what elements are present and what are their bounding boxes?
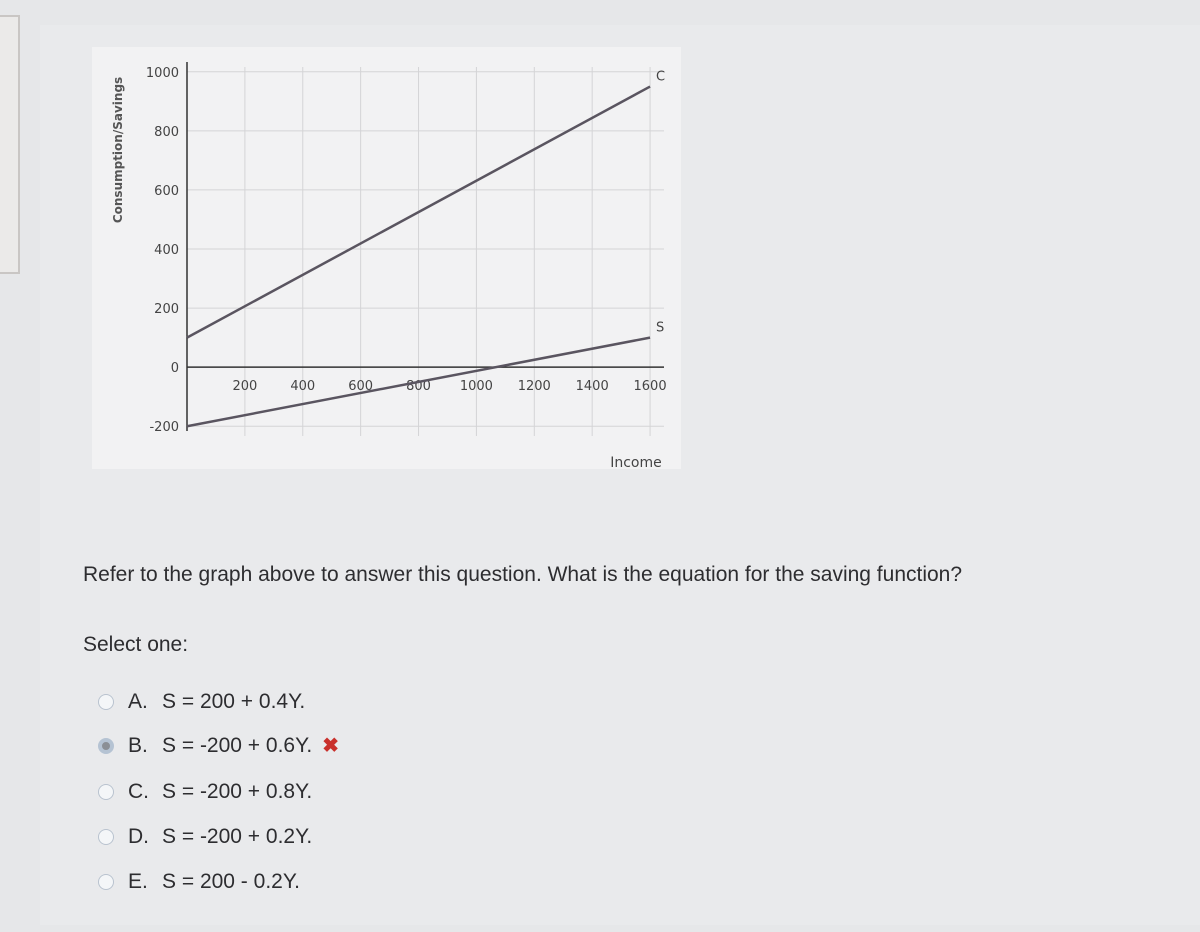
x-tick-label: 1200 xyxy=(518,379,551,394)
option[interactable]: C. S = -200 + 0.8Y. xyxy=(98,780,312,804)
option-text: S = 200 - 0.2Y. xyxy=(162,870,300,893)
chart-panel xyxy=(92,47,681,469)
x-tick-label: 1400 xyxy=(576,379,609,394)
y-tick-label: 200 xyxy=(154,302,179,317)
y-tick-label: 800 xyxy=(154,125,179,140)
option[interactable]: E. S = 200 - 0.2Y. xyxy=(98,870,300,894)
option-letter: A. xyxy=(128,690,148,713)
x-tick-label: 1000 xyxy=(460,379,493,394)
option-letter: E. xyxy=(128,870,148,893)
option[interactable]: A. S = 200 + 0.4Y. xyxy=(98,690,305,714)
option-letter: D. xyxy=(128,825,149,848)
y-tick-label: 0 xyxy=(171,361,179,376)
chart: Consumption/Savings Income 1000 800 600 400… xyxy=(92,47,681,471)
option[interactable]: D. S = -200 + 0.2Y. xyxy=(98,825,312,849)
series-line xyxy=(186,85,651,339)
option[interactable]: B. S = -200 + 0.6Y. ✖ xyxy=(98,733,339,758)
radio-button[interactable] xyxy=(98,737,114,754)
select-prompt: Select one: xyxy=(83,633,189,656)
series-label: S xyxy=(656,321,664,336)
option-text: S = -200 + 0.2Y. xyxy=(162,825,313,848)
series-label: C xyxy=(656,70,665,85)
y-tick-label: 600 xyxy=(154,184,179,199)
question-text: Refer to the graph above to answer this … xyxy=(83,563,963,586)
option-letter: B. xyxy=(128,733,148,757)
option-text: S = 200 + 0.4Y. xyxy=(162,690,306,713)
y-tick-label: -200 xyxy=(149,420,179,435)
option-text: S = -200 + 0.8Y. xyxy=(162,780,313,803)
series-line xyxy=(186,336,651,428)
x-tick-label: 1600 xyxy=(634,379,667,394)
y-tick-label: 1000 xyxy=(146,66,179,81)
radio-button[interactable] xyxy=(98,784,114,800)
side-tab xyxy=(0,15,20,274)
x-tick-label: 400 xyxy=(290,379,315,394)
x-tick-label: 600 xyxy=(348,379,373,394)
incorrect-icon: ✖ xyxy=(322,735,339,757)
option-letter: C. xyxy=(128,780,149,803)
radio-button[interactable] xyxy=(98,829,114,845)
x-axis-label: Income xyxy=(610,455,662,471)
x-tick-label: 200 xyxy=(232,379,257,394)
y-axis-label: Consumption/Savings xyxy=(111,77,125,223)
y-tick-label: 400 xyxy=(154,243,179,258)
radio-button[interactable] xyxy=(98,694,114,710)
option-text: S = -200 + 0.6Y. xyxy=(162,733,313,757)
radio-button[interactable] xyxy=(98,874,114,890)
